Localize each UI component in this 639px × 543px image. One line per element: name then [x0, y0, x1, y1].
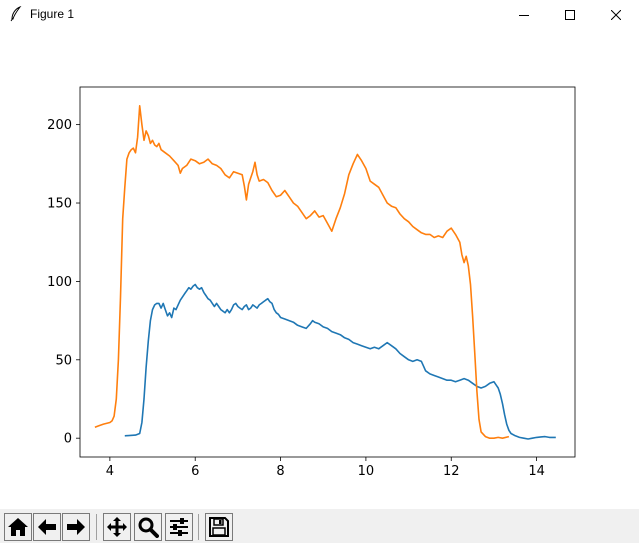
home-icon	[8, 518, 28, 536]
x-tick-label: 4	[106, 464, 114, 479]
y-tick-label: 150	[47, 197, 72, 212]
x-tick-label: 10	[358, 464, 375, 479]
y-tick-label: 100	[47, 275, 72, 290]
maximize-button[interactable]	[547, 0, 593, 30]
axes-frame	[79, 86, 576, 458]
toolbar-separator	[96, 514, 97, 540]
figure-canvas[interactable]: 4 6 8 10 12 14 0 50 100 150 200	[0, 30, 639, 509]
forward-button[interactable]	[62, 513, 90, 541]
y-tick-label: 50	[55, 353, 72, 368]
maximize-icon	[565, 10, 575, 20]
save-button[interactable]	[205, 513, 233, 541]
minimize-button[interactable]	[501, 0, 547, 30]
close-icon	[611, 10, 621, 20]
subplots-button[interactable]	[165, 513, 193, 541]
series-line-2	[94, 105, 510, 440]
close-button[interactable]	[593, 0, 639, 30]
move-icon	[107, 517, 127, 537]
floppy-disk-icon	[209, 517, 229, 537]
feather-icon	[10, 6, 22, 22]
arrow-right-icon	[67, 519, 85, 535]
back-button[interactable]	[33, 513, 61, 541]
y-tick-label: 200	[47, 118, 72, 133]
toolbar-separator	[198, 514, 199, 540]
minimize-icon	[519, 15, 529, 16]
arrow-left-icon	[38, 519, 56, 535]
x-tick-label: 12	[443, 464, 460, 479]
sliders-icon	[170, 518, 188, 536]
home-button[interactable]	[4, 513, 32, 541]
window-title: Figure 1	[30, 7, 75, 21]
pan-button[interactable]	[103, 513, 131, 541]
window-titlebar: Figure 1	[0, 0, 639, 30]
line-chart: 4 6 8 10 12 14 0 50 100 150 200	[47, 86, 576, 479]
y-tick-label: 0	[64, 432, 72, 447]
x-tick-label: 8	[276, 464, 284, 479]
magnifier-icon	[138, 517, 159, 538]
x-tick-label: 6	[191, 464, 199, 479]
series-line-1	[124, 283, 556, 440]
navigation-toolbar	[0, 509, 639, 543]
x-tick-label: 14	[528, 464, 545, 479]
zoom-button[interactable]	[134, 513, 162, 541]
